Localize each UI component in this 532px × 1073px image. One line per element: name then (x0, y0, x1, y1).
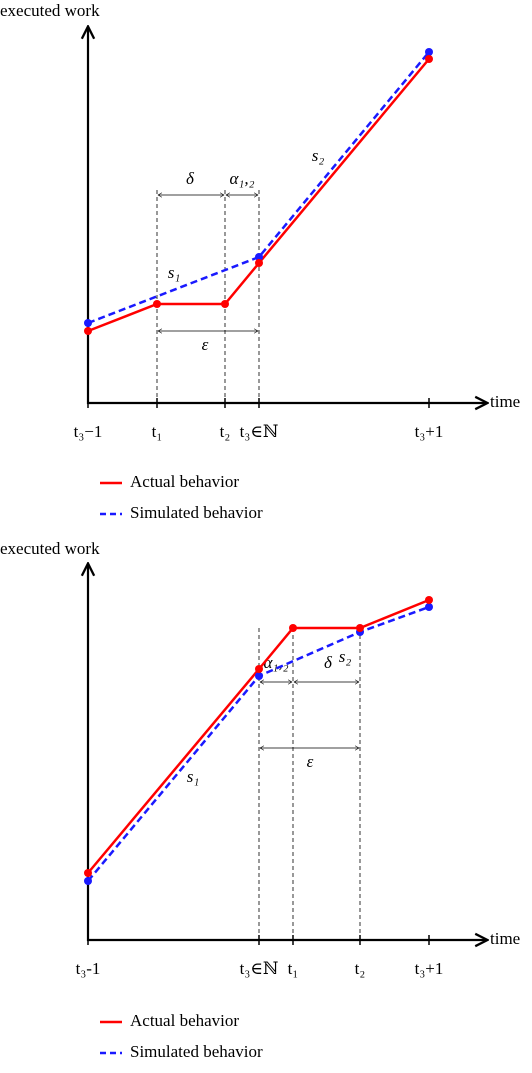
actual-point (153, 300, 161, 308)
legend-label: Simulated behavior (130, 503, 263, 522)
simulated-point (84, 319, 92, 327)
x-tick-label: t₃+1 (415, 422, 444, 441)
annotation: s₂ (312, 146, 325, 165)
legend-label: Actual behavior (130, 472, 239, 491)
x-tick-label: t₂ (355, 959, 366, 978)
actual-point (425, 596, 433, 604)
y-axis-label: executed work (0, 539, 100, 558)
actual-point (84, 869, 92, 877)
legend-label: Actual behavior (130, 1011, 239, 1030)
legend-label: Simulated behavior (130, 1042, 263, 1061)
annotation: s₁ (168, 263, 181, 282)
annotation: ε (307, 752, 314, 771)
x-tick-label: t₁ (152, 422, 163, 441)
x-tick-label: t₃+1 (415, 959, 444, 978)
simulated-point (255, 672, 263, 680)
actual-point (255, 665, 263, 673)
actual-line (87, 58, 430, 333)
actual-point (255, 259, 263, 267)
x-tick-label: t₃∈ℕ (240, 422, 279, 441)
simulated-point (425, 603, 433, 611)
annotation: δ (324, 653, 333, 672)
annotation: ε (202, 335, 209, 354)
simulated-point (84, 877, 92, 885)
y-axis-label: executed work (0, 1, 100, 20)
x-tick-label: t₁ (288, 959, 299, 978)
annotation: δ (186, 169, 195, 188)
annotation: s₁ (187, 767, 200, 786)
simulated-point (255, 253, 263, 261)
simulated-line (87, 605, 430, 882)
annotation: s₂ (339, 647, 352, 666)
actual-point (221, 300, 229, 308)
x-axis-label: time (490, 929, 520, 948)
actual-line (87, 598, 430, 874)
x-tick-label: t₂ (220, 422, 231, 441)
annotation: α₁,₂ (230, 169, 255, 188)
actual-point (289, 624, 297, 632)
actual-point (84, 327, 92, 335)
simulated-point (425, 48, 433, 56)
actual-point (425, 55, 433, 63)
x-tick-label: t₃-1 (76, 959, 101, 978)
x-axis-label: time (490, 392, 520, 411)
x-tick-label: t₃∈ℕ (240, 959, 279, 978)
x-tick-label: t₃−1 (74, 422, 103, 441)
simulated-line (87, 51, 430, 325)
actual-point (356, 624, 364, 632)
annotation: α₁,₂ (264, 653, 289, 672)
